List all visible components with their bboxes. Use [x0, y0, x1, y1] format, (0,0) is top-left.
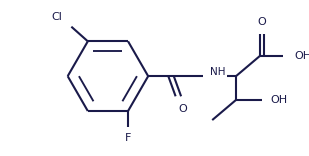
- Text: NH: NH: [210, 67, 226, 77]
- Text: OH: OH: [271, 95, 288, 105]
- Text: O: O: [257, 17, 266, 27]
- Text: O: O: [179, 104, 187, 114]
- Text: OH: OH: [294, 51, 309, 61]
- Text: F: F: [125, 133, 131, 143]
- Text: Cl: Cl: [51, 12, 62, 22]
